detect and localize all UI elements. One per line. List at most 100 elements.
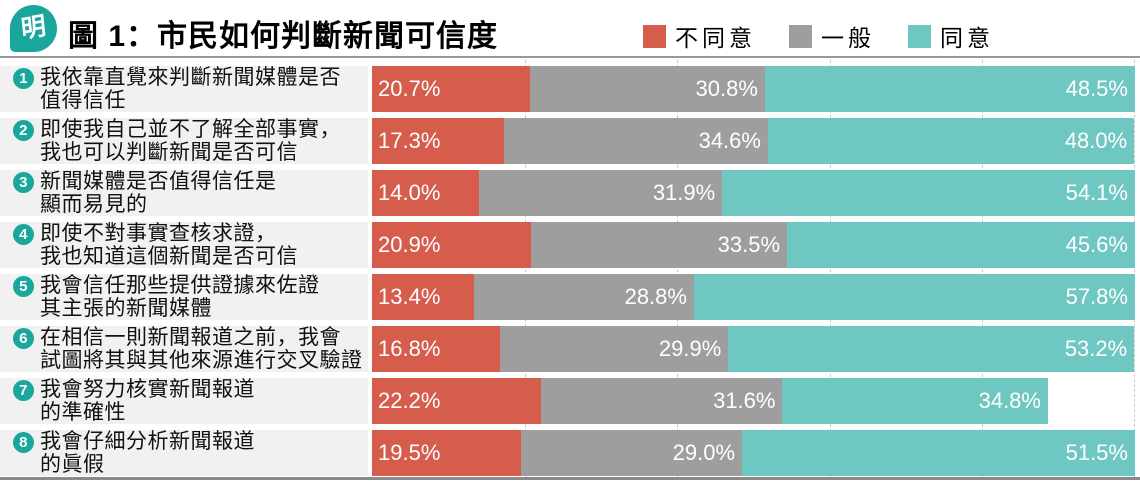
chart-row: 2 即使我自己並不了解全部事實， 我也可以判斷新聞是否可信 17.3% 34.6% 48.… [0,118,1140,164]
bar-segment-disagree: 22.2% [372,378,542,424]
chart-rows: 1 我依靠直覺來判斷新聞媒體是否 值得信任 20.7% 30.8% 48.5% 2 即使我自己… [0,66,1140,476]
row-label-text: 我會努力核實新聞報道 [40,378,255,401]
chart-row: 3 新聞媒體是否值得信任是 顯而易見的 14.0% 31.9% 54.1% [0,170,1140,216]
bar-value-label: 20.9% [378,232,441,257]
bar-value-label: 29.9% [658,336,722,361]
row-label-line1: 7 我會努力核實新聞報道 [13,378,364,402]
row-label-line2: 我也可以判斷新聞是否可信 [40,140,298,164]
bar-segment-disagree: 20.9% [372,222,532,268]
row-label: 2 即使我自己並不了解全部事實， 我也可以判斷新聞是否可信 [0,118,368,164]
row-label: 1 我依靠直覺來判斷新聞媒體是否 值得信任 [0,66,368,112]
row-label: 6 在相信一則新聞報道之前，我會 試圖將其與其他來源進行交叉驗證 [0,326,368,372]
bar-segment-disagree: 20.7% [372,66,530,112]
row-number-badge: 6 [13,328,34,349]
row-label-line1: 4 即使不對事實查核求證， [13,222,364,246]
chart-title: 圖 1：市民如何判斷新聞可信度 [68,20,499,53]
bar-segment-agree: 54.1% [722,170,1135,216]
row-label-text: 我會信任那些提供證據來佐證 [40,274,320,297]
bar-segment-neutral: 31.6% [541,378,783,424]
bar-segment-neutral: 31.9% [478,170,723,216]
row-label-text: 我依靠直覺來判斷新聞媒體是否 [40,66,341,89]
bar-segment-disagree: 14.0% [372,170,479,216]
bar-segment-agree: 53.2% [728,326,1135,372]
bar-segment-agree: 48.5% [764,66,1135,112]
mingpao-logo-icon: 明 [10,5,57,52]
gridline-80 [982,60,984,477]
bar-value-label: 54.1% [1065,180,1128,205]
row-label-text: 即使不對事實查核求證， [40,222,277,245]
bar-segment-disagree: 13.4% [372,274,475,320]
bar-value-label: 28.8% [624,284,687,309]
row-label-line2: 顯而易見的 [40,192,148,216]
bar-segment-neutral: 28.8% [474,274,694,320]
stacked-bar: 13.4% 28.8% 57.8% [372,274,1135,320]
legend-item-disagree: 不同意 [643,19,756,53]
bar-value-label: 34.8% [978,388,1041,413]
bar-segment-disagree: 19.5% [372,430,521,476]
row-label-text: 我會仔細分析新聞報道 [40,430,255,453]
legend-label-neutral: 一般 [821,25,875,51]
stacked-bar: 19.5% 29.0% 51.5% [372,430,1135,476]
legend-swatch-disagree [643,24,666,48]
chart-row: 7 我會努力核實新聞報道 的準確性 22.2% 31.6% 34.8% [0,378,1140,424]
bar-segment-neutral: 34.6% [503,118,768,164]
row-label-line2: 的準確性 [40,400,126,424]
row-number-badge: 5 [13,276,34,297]
bar-segment-agree: 48.0% [767,118,1135,164]
row-label-line1: 8 我會仔細分析新聞報道 [13,430,364,454]
legend-item-agree: 同意 [908,19,994,53]
row-label-line1: 5 我會信任那些提供證據來佐證 [13,274,364,298]
legend: 不同意 一般 同意 [643,19,1027,53]
bar-value-label: 17.3% [378,128,441,153]
bar-value-label: 34.6% [698,128,761,153]
row-number-badge: 8 [13,432,34,453]
row-label: 3 新聞媒體是否值得信任是 顯而易見的 [0,170,368,216]
logo-character: 明 [19,11,48,45]
legend-item-neutral: 一般 [789,19,875,53]
chart-row: 1 我依靠直覺來判斷新聞媒體是否 值得信任 20.7% 30.8% 48.5% [0,66,1140,112]
row-label-line2: 我也知道這個新聞是否可信 [40,244,298,268]
row-label-line2: 的眞假 [40,452,105,476]
chart-row: 5 我會信任那些提供證據來佐證 其主張的新聞媒體 13.4% 28.8% 57.8% [0,274,1140,320]
stacked-bar: 20.7% 30.8% 48.5% [372,66,1135,112]
stacked-bar: 16.8% 29.9% 53.2% [372,326,1135,372]
bar-segment-agree: 57.8% [693,274,1135,320]
bar-segment-agree: 34.8% [782,378,1048,424]
bar-value-label: 19.5% [378,440,441,465]
bar-value-label: 31.9% [652,180,716,205]
row-number-badge: 1 [13,68,34,89]
row-label-line1: 2 即使我自己並不了解全部事實， [13,118,364,142]
legend-swatch-agree [908,24,931,48]
bottom-divider [0,477,1140,480]
stacked-bar: 14.0% 31.9% 54.1% [372,170,1135,216]
bar-value-label: 57.8% [1065,284,1128,309]
legend-swatch-neutral [789,24,812,48]
row-label: 4 即使不對事實查核求證， 我也知道這個新聞是否可信 [0,222,368,268]
bar-value-label: 13.4% [378,284,441,309]
row-label-line1: 1 我依靠直覺來判斷新聞媒體是否 [13,66,364,90]
legend-label-agree: 同意 [940,25,994,51]
bar-value-label: 45.6% [1065,232,1128,257]
row-number-badge: 3 [13,172,34,193]
bar-value-label: 31.6% [713,388,776,413]
gridlines-layer [372,60,1135,477]
row-label: 5 我會信任那些提供證據來佐證 其主張的新聞媒體 [0,274,368,320]
row-label-line2: 其主張的新聞媒體 [40,296,212,320]
row-label: 8 我會仔細分析新聞報道 的眞假 [0,430,368,476]
chart-row: 4 即使不對事實查核求證， 我也知道這個新聞是否可信 20.9% 33.5% 45.6% [0,222,1140,268]
bar-segment-agree: 45.6% [787,222,1135,268]
chart-row: 6 在相信一則新聞報道之前，我會 試圖將其與其他來源進行交叉驗證 16.8% 29.9%… [0,326,1140,372]
bar-value-label: 53.2% [1064,336,1128,361]
row-label-text: 即使我自己並不了解全部事實， [40,118,341,141]
bar-value-label: 20.7% [378,76,441,101]
row-label: 7 我會努力核實新聞報道 的準確性 [0,378,368,424]
bar-segment-neutral: 29.0% [520,430,743,476]
row-number-badge: 4 [13,224,34,245]
bar-value-label: 33.5% [717,232,781,257]
gridline-60 [829,60,831,477]
bar-segment-agree: 51.5% [742,430,1135,476]
stacked-bar: 20.9% 33.5% 45.6% [372,222,1135,268]
row-label-text: 新聞媒體是否值得信任是 [40,170,277,193]
stacked-bar: 17.3% 34.6% 48.0% [372,118,1135,164]
